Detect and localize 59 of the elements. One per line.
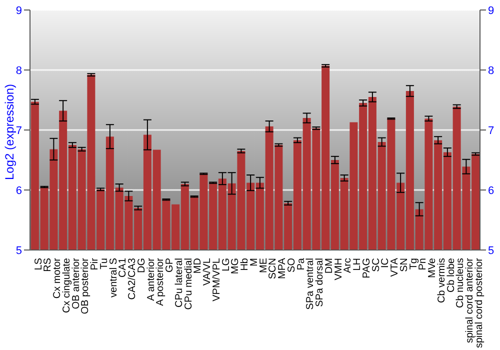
y-tick-label: 6 [16, 184, 22, 197]
x-tick-label: VTA [390, 258, 401, 277]
x-tick-label: Cx cingulate [61, 258, 72, 314]
x-tick-label: RS [42, 258, 54, 272]
y2-tick-label: 6 [488, 184, 494, 197]
x-tick-label: SO [286, 258, 298, 272]
x-tick-label: SN [398, 258, 410, 272]
x-tick-label: SC [370, 258, 382, 272]
x-tick-label: Cb lobe [446, 258, 457, 292]
x-tick-label: SCN [268, 258, 279, 280]
y2-tick-label: 5 [488, 244, 494, 257]
x-tick-label: Pir [90, 257, 101, 270]
x-tick-label: MD [192, 258, 204, 274]
y-tick-label: 9 [16, 4, 22, 17]
y-tick-label: 5 [16, 244, 22, 257]
x-tick-label: Tu [98, 258, 110, 270]
x-tick-label: A anterior [146, 257, 157, 301]
x-tick-label: A posterior [155, 257, 166, 306]
x-tick-label: IC [380, 258, 392, 268]
x-tick-label: Arc [342, 258, 354, 273]
x-tick-label: VPM/VPL [211, 258, 222, 302]
x-tick-label: SPa dorsal [314, 258, 326, 307]
x-tick-label: SPa ventral [305, 258, 316, 310]
x-tick-label: CA2/CA3 [127, 258, 138, 300]
x-tick-label: LS [33, 258, 44, 270]
y-tick-label: 8 [16, 64, 22, 77]
x-tick-label: OB anterior [70, 257, 82, 310]
x-tick-label: OB posterior [80, 257, 92, 314]
y-tick-label: 7 [16, 124, 22, 137]
x-tick-label: PAG [361, 258, 372, 278]
x-tick-label: Hb [240, 258, 251, 271]
x-tick-label: MPA [277, 258, 288, 279]
x-tick-label: Pa [296, 258, 307, 270]
x-tick-label: spinal cord posterior [474, 257, 485, 348]
x-tick-label: Cx motor [52, 257, 64, 299]
x-tick-label: CA1 [118, 258, 129, 278]
x-tick-label: DM [324, 258, 335, 274]
x-tick-label: MG [230, 258, 242, 274]
x-tick-label: LG [220, 258, 232, 272]
x-tick-label: MVe [427, 258, 438, 278]
x-tick-label: ME [258, 258, 270, 273]
y2-tick-label: 7 [488, 124, 494, 137]
x-tick-label: Cb nucleus [455, 258, 466, 308]
x-tick-label: CPu lateral [174, 258, 185, 308]
x-tick-label: ventral S [108, 258, 120, 298]
x-tick-label: LH [352, 258, 364, 271]
x-tick-label: Pn [418, 258, 429, 270]
x-tick-label: Tg [408, 258, 420, 270]
x-tick-label: GP [164, 258, 176, 272]
x-tick-label: DG [136, 258, 148, 273]
x-tick-label: spinal cord anterior [464, 257, 476, 344]
x-tick-label: VA/VL [202, 258, 214, 286]
x-tick-label: VMH [333, 258, 344, 280]
x-tick-label: Cb vermis [436, 258, 448, 304]
y2-tick-label: 8 [488, 64, 494, 77]
x-tick-label: CPu medial [183, 258, 194, 310]
y2-tick-label: 9 [488, 4, 494, 17]
y-axis-title: Log2 (expression) [2, 84, 16, 180]
x-tick-label: M [248, 258, 260, 266]
